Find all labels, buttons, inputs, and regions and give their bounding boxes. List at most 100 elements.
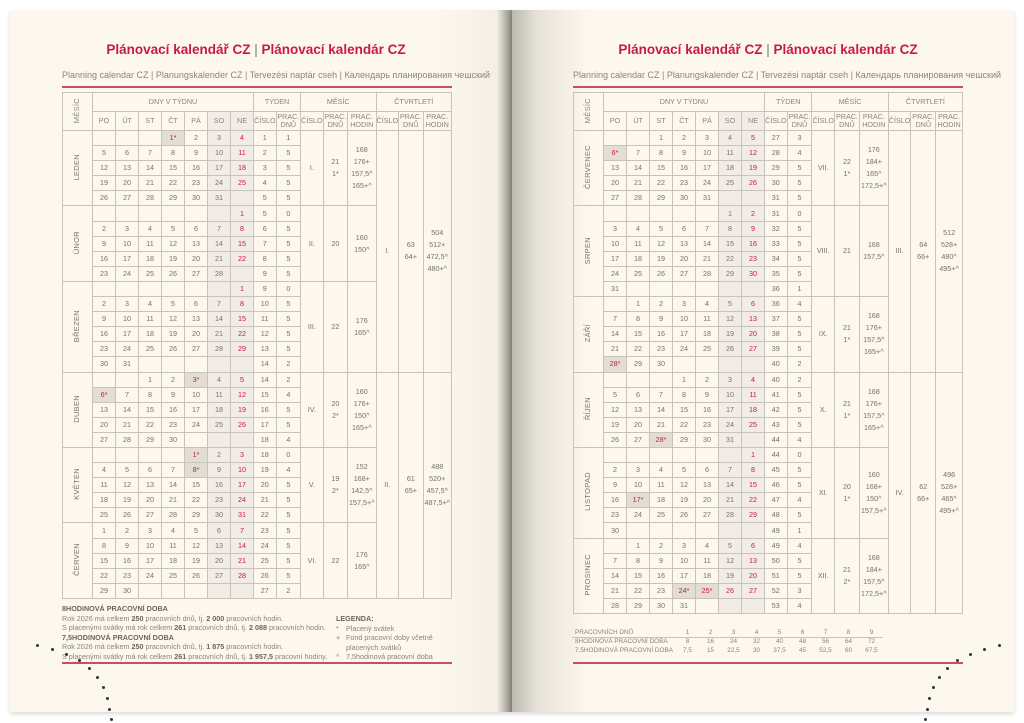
number-header: ČÍSLO	[887, 111, 912, 131]
page-title-right: Plánovací kalendář CZ | Plánovací kalend…	[573, 42, 963, 57]
day-cell: 31	[230, 507, 254, 524]
month-hours-value: 165+^	[864, 347, 884, 357]
number-header: ČÍSLO	[375, 111, 400, 131]
quarter-hours: 504 512+ 472,5^ 480+^	[422, 130, 453, 373]
quarter-group-header: ČTVRTLETÍ	[887, 92, 964, 112]
month-number: XII.	[811, 537, 836, 615]
day-cell: 27	[184, 341, 208, 358]
day-cell: 8	[138, 386, 162, 403]
day-cell: 27	[626, 431, 650, 448]
week-row: 14 15 16 17 18 19 20 51 5	[574, 567, 963, 584]
week-workdays: 3	[786, 582, 813, 599]
empty-day-cell	[230, 190, 254, 207]
month-hours: 168 157,5^	[858, 205, 889, 298]
week-workdays: 0	[275, 205, 302, 222]
day-cell: 12	[741, 145, 765, 162]
day-cell: 23	[161, 416, 185, 433]
week-row: 6* 7 8 9 10 11 12 15 4	[63, 386, 452, 403]
week-workdays: 5	[275, 175, 302, 192]
day-cell: 13	[184, 235, 208, 252]
month-hours: 168 184+ 157,5^ 172,5+^	[858, 537, 889, 615]
day-cell: 26	[718, 341, 742, 358]
month-name-label: DUBEN	[72, 394, 82, 423]
dot	[924, 718, 927, 721]
empty-day-cell	[603, 296, 627, 313]
footer-value: 9	[860, 628, 884, 638]
day-cell: 11	[138, 235, 162, 252]
day-cell: 7	[649, 386, 673, 403]
month-number: II.	[300, 205, 324, 282]
day-cell: 24	[230, 492, 254, 509]
day-cell: 26	[603, 431, 627, 448]
month-hours: 168 176+ 157,5^ 165+^	[858, 371, 889, 448]
quarter-hours-value: 528+	[941, 240, 958, 250]
quarter-number: I.	[375, 130, 400, 373]
week-workdays: 5	[275, 250, 302, 267]
month-number: I.	[300, 129, 324, 207]
day-cell: 10	[626, 477, 650, 494]
workdays-header: PRAC. DNŮ	[322, 111, 349, 131]
day-cell: 20	[695, 492, 719, 509]
month-name-label: LISTOPAD	[583, 472, 593, 512]
decorative-dots	[0, 640, 130, 721]
day-cell: 6	[672, 220, 696, 237]
month-name-label: ČERVEN	[72, 543, 82, 577]
month-hours: 160 168+ 150^ 157,5+^	[858, 446, 889, 539]
week-workdays: 5	[275, 507, 302, 524]
month-header: MĚSÍC	[62, 92, 93, 131]
day-cell: 28	[138, 190, 162, 207]
day-cell: 4	[695, 296, 719, 313]
day-cell: 25	[92, 507, 116, 524]
week-number: 21	[253, 492, 277, 509]
week-workdays: 2	[275, 356, 302, 373]
week-number: 31	[764, 205, 788, 222]
day-cell: 14	[138, 160, 162, 177]
week-workdays: 4	[275, 462, 302, 479]
legend-title: LEGENDA:	[336, 614, 374, 623]
day-cell: 15	[184, 477, 208, 494]
week-workdays: 2	[786, 371, 813, 388]
day-cell: 29	[649, 190, 673, 207]
day-cell: 5	[161, 296, 185, 313]
footer-value: 1	[676, 628, 700, 638]
day-cell: 15	[161, 160, 185, 177]
empty-day-cell	[184, 431, 208, 448]
day-cell: 14	[695, 235, 719, 252]
month-number: III.	[300, 280, 324, 373]
day-cell: 24	[672, 341, 696, 358]
day-cell: 30	[649, 597, 673, 615]
month-group-header: MĚSÍC	[300, 92, 377, 112]
footer-value: 64	[844, 638, 853, 646]
month-header-label: MĚSÍC	[72, 97, 82, 124]
footer-value: 56	[821, 638, 830, 646]
day-cell: 13	[138, 477, 162, 494]
empty-day-cell	[92, 129, 116, 147]
month-hours: 176 184+ 165^ 172,5+^	[858, 129, 889, 207]
day-cell: 5	[230, 371, 254, 388]
month-hours-value: 165^	[354, 327, 370, 337]
month-workdays-value: 22	[842, 157, 851, 167]
dot	[946, 667, 949, 670]
month-number: V.	[300, 446, 324, 524]
footer-value: 52,5	[819, 647, 832, 654]
empty-day-cell	[672, 522, 696, 539]
week-row: 5 6 7 8 9 10 11 2 5	[63, 145, 452, 162]
day-cell: 9	[184, 145, 208, 162]
week-row: KVĚTEN 1* 2 3 18 0 V. 19 2* 152 168+ 142,5^ 157,5+^	[62, 446, 452, 524]
week-workdays: 5	[786, 265, 813, 282]
day-cell: 25	[138, 341, 162, 358]
footer-row: 8HODINOVÁ PRACOVNÍ DOBA 8 16 24 32 40 48 56 64 72	[572, 637, 883, 646]
month-number: X.	[811, 371, 836, 448]
month-hours: 152 168+ 142,5^ 157,5+^	[347, 446, 377, 524]
week-number: 52	[764, 582, 788, 599]
day-cell: 23	[649, 582, 673, 599]
day-cell: 22	[626, 582, 650, 599]
week-row: 26 27 28 29 30 31 5 5	[63, 190, 452, 207]
day-cell: 6	[741, 537, 765, 554]
day-cell: 23	[649, 341, 673, 358]
quarter-workdays-plus: 64+	[404, 252, 417, 262]
day-cell: 23	[603, 507, 627, 524]
day-cell: 22	[718, 250, 742, 267]
day-cell: 1	[230, 280, 254, 298]
week-number: 44	[764, 446, 788, 464]
